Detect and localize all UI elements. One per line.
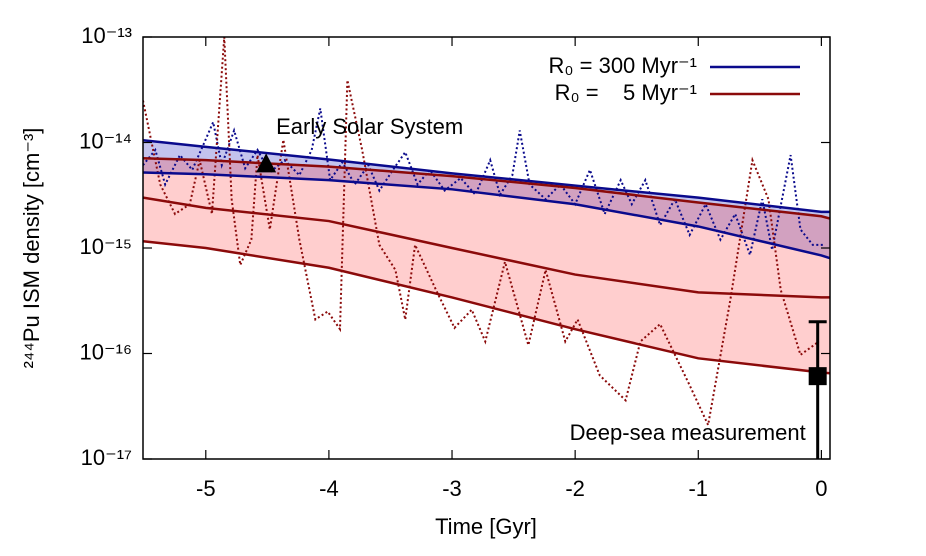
sample-line <box>143 37 820 429</box>
point-label: Early Solar System <box>276 114 463 139</box>
sample-line <box>143 108 826 259</box>
plot-area <box>143 37 830 429</box>
x-tick-label: -1 <box>688 476 708 501</box>
point-marker <box>256 153 277 173</box>
median-line <box>143 196 830 299</box>
lower-line <box>143 239 830 375</box>
band <box>143 158 830 374</box>
y-tick-label: 10⁻¹⁷ <box>81 445 132 470</box>
y-axis-label: ²⁴⁴Pu ISM density [cm⁻³] <box>19 128 44 369</box>
x-tick-label: -5 <box>196 476 216 501</box>
x-tick-label: -2 <box>565 476 585 501</box>
point-label: Deep-sea measurement <box>570 420 806 445</box>
upper-line <box>143 139 830 214</box>
lower-line <box>143 171 830 260</box>
x-tick-label: 0 <box>815 476 827 501</box>
y-tick-label: 10⁻¹⁵ <box>79 234 132 259</box>
x-axis-label: Time [Gyr] <box>435 514 537 539</box>
point-marker <box>808 367 827 386</box>
legend-label: R₀ = 300 Myr⁻¹ <box>549 53 698 78</box>
x-tick-label: -3 <box>442 476 462 501</box>
legend-label: R₀ = 5 Myr⁻¹ <box>555 80 697 105</box>
upper-line <box>143 156 830 220</box>
band <box>143 140 830 259</box>
y-tick-label: 10⁻¹³ <box>81 23 132 48</box>
x-tick-label: -4 <box>319 476 339 501</box>
y-tick-label: 10⁻¹⁶ <box>80 339 132 364</box>
y-tick-label: 10⁻¹⁴ <box>79 128 132 153</box>
